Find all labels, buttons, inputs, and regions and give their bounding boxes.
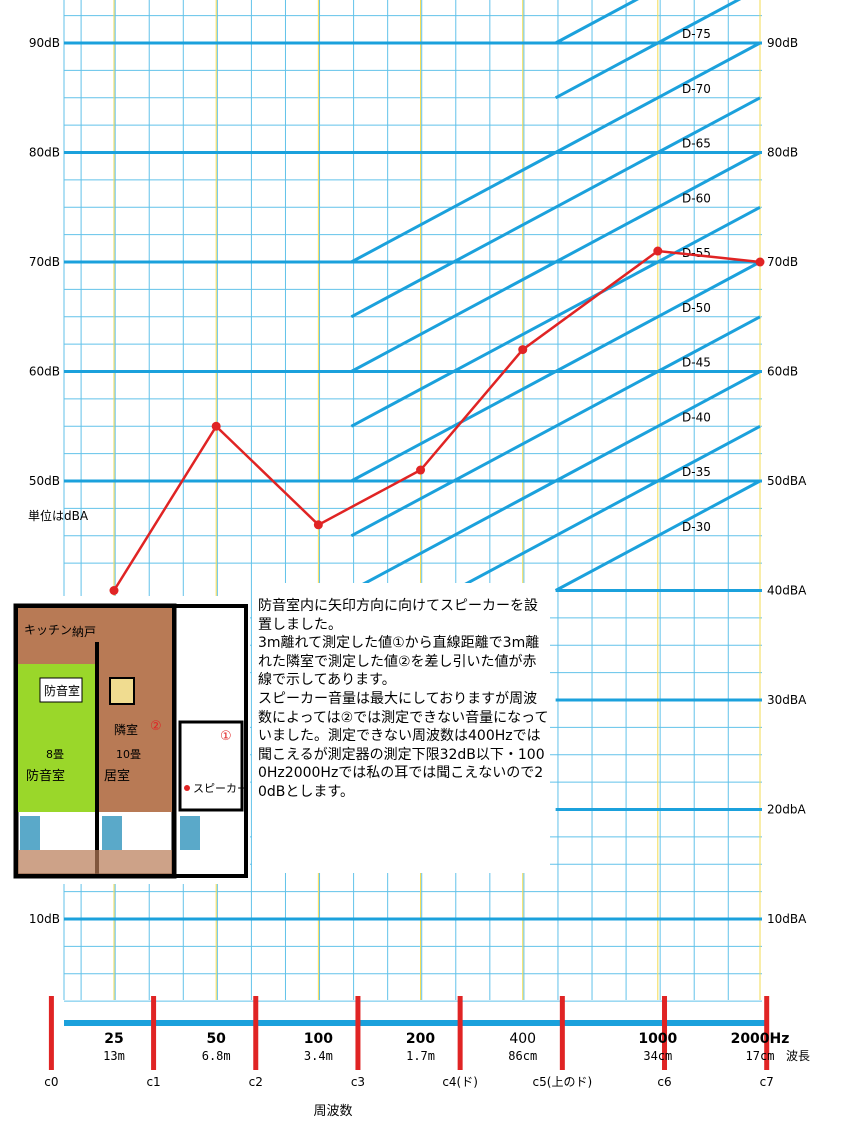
note-label: c2: [249, 1075, 263, 1089]
data-point: [416, 465, 426, 475]
kitchen-label: キッチン: [24, 623, 72, 637]
d-curve-label: D-70: [682, 82, 711, 96]
d-curve: [350, 260, 761, 483]
x-tick-label: 25: [104, 1031, 123, 1047]
y-tick-label: 30dBA: [767, 693, 807, 707]
wavelength-axis-label: 波長: [786, 1049, 810, 1063]
d-curve: [350, 151, 761, 373]
right-room-name: 居室: [104, 768, 130, 784]
y-tick-label: 70dB: [767, 255, 798, 269]
data-point: [653, 246, 663, 256]
next-bath: [180, 816, 200, 850]
y-tick-label: 20dbA: [767, 803, 807, 817]
note-background: [252, 583, 550, 873]
wavelength-label: 86cm: [508, 1049, 537, 1063]
d-curve: [554, 0, 742, 100]
speaker-label: スピーカー: [193, 782, 248, 795]
note-label: c0: [44, 1075, 58, 1089]
y-tick-label: 10dBA: [767, 912, 807, 926]
y-tick-label: 90dB: [767, 36, 798, 50]
right-bath: [102, 816, 122, 850]
wavelength-label: 17cm: [746, 1049, 775, 1063]
point-1-marker: ①: [220, 729, 232, 744]
y-tick-label: 70dB: [29, 255, 60, 269]
point-2-marker: ②: [150, 719, 162, 734]
series-line: [112, 249, 761, 592]
wavelength-label: 6.8m: [202, 1049, 231, 1063]
data-point: [518, 345, 528, 355]
y-tick-label: 60dB: [29, 365, 60, 379]
room-box: [109, 677, 135, 705]
measured-series: [109, 246, 765, 595]
y-tick-label: 50dB: [29, 474, 60, 488]
note-label: c6: [657, 1075, 671, 1089]
x-tick-label: 50: [206, 1031, 226, 1047]
d-curve-label: D-30: [682, 520, 711, 534]
floor-plan: キッチン 納戸 防音室 8畳 防音室 隣室 ② 10畳 居室 ① スピーカー: [12, 596, 250, 884]
note-label: c4(ド): [442, 1075, 478, 1089]
data-point: [755, 257, 765, 267]
left-room-size: 8畳: [46, 748, 64, 761]
d-curve-label: D-75: [682, 27, 711, 41]
note-label: c5(上のド): [533, 1075, 593, 1089]
speaker-icon: [184, 785, 190, 791]
next-unit-walls: [172, 604, 248, 878]
d-curve: [350, 315, 761, 538]
y-tick-label: 90dB: [29, 36, 60, 50]
x-tick-label: 2000Hz: [731, 1031, 790, 1047]
y-tick-label: 40dBA: [767, 584, 807, 598]
d-curve: [554, 0, 639, 45]
right-room-floor: [98, 642, 172, 812]
data-point: [109, 586, 119, 595]
wavelength-label: 34cm: [643, 1049, 672, 1063]
wavelength-label: 3.4m: [304, 1049, 333, 1063]
wavelength-label: 13m: [103, 1049, 125, 1063]
y-tick-label: 50dBA: [767, 474, 807, 488]
unit-label: 単位はdBA: [28, 509, 89, 523]
y-tick-label: 80dB: [767, 146, 798, 160]
x-tick-label: 200: [406, 1031, 435, 1047]
note-label: c7: [760, 1075, 774, 1089]
measurement-note: 防音室内に矢印方向に向けてスピーカーを設置しました。 3m離れて測定した値①から…: [258, 598, 549, 800]
d-curve-label: D-60: [682, 191, 711, 205]
d-curve: [350, 41, 761, 264]
data-point: [313, 520, 323, 530]
d-curve-label: D-65: [682, 137, 711, 151]
note-label: c3: [351, 1075, 365, 1089]
major-grid: [64, 41, 762, 921]
d-curves: [350, 0, 761, 647]
booth-label: 防音室: [44, 683, 80, 698]
x-tick-label: 400: [509, 1031, 536, 1047]
d-curve-label: D-45: [682, 356, 711, 370]
storage-label: 納戸: [72, 625, 96, 639]
x-axis-label: 周波数: [313, 1104, 352, 1119]
y-axis-left: 90dB 80dB 70dB 60dB 50dB 10dB: [29, 36, 60, 926]
left-bath: [20, 816, 40, 850]
note-label: c1: [146, 1075, 160, 1089]
d-curve-label: D-40: [682, 410, 711, 424]
speaker-room: [178, 720, 244, 812]
y-tick-label: 10dB: [29, 912, 60, 926]
y-axis-right: 90dB 80dB 70dB 60dB 50dBA 40dBA 30dBA 20dbA 10dB…: [767, 36, 807, 926]
left-room-name: 防音室: [26, 768, 65, 784]
x-tick-label: 100: [304, 1031, 333, 1047]
wavelength-label: 1.7m: [406, 1049, 435, 1063]
d-curve-label: D-35: [682, 465, 711, 479]
x-tick-label: 1000: [638, 1031, 677, 1047]
d-curve: [350, 96, 761, 319]
right-room-size: 10畳: [116, 748, 141, 761]
frequency-axis: c0 c1 c2 c3 c4(ド) c5(上のド) c6 c7 25 13m 50 6.8m 100 3.…: [44, 996, 810, 1119]
d-curve: [350, 370, 761, 592]
y-tick-label: 80dB: [29, 146, 60, 160]
d-curve-label: D-50: [682, 301, 711, 315]
y-tick-label: 60dB: [767, 365, 798, 379]
d-curve: [554, 479, 761, 592]
entry-floor: [18, 850, 172, 874]
data-point: [211, 421, 221, 431]
booth-box: [39, 677, 83, 703]
neighbor-room-label: 隣室: [114, 722, 138, 737]
